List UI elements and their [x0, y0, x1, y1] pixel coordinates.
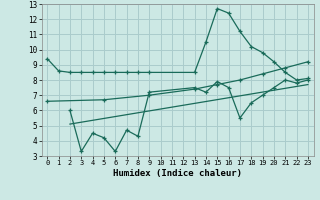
X-axis label: Humidex (Indice chaleur): Humidex (Indice chaleur)	[113, 169, 242, 178]
